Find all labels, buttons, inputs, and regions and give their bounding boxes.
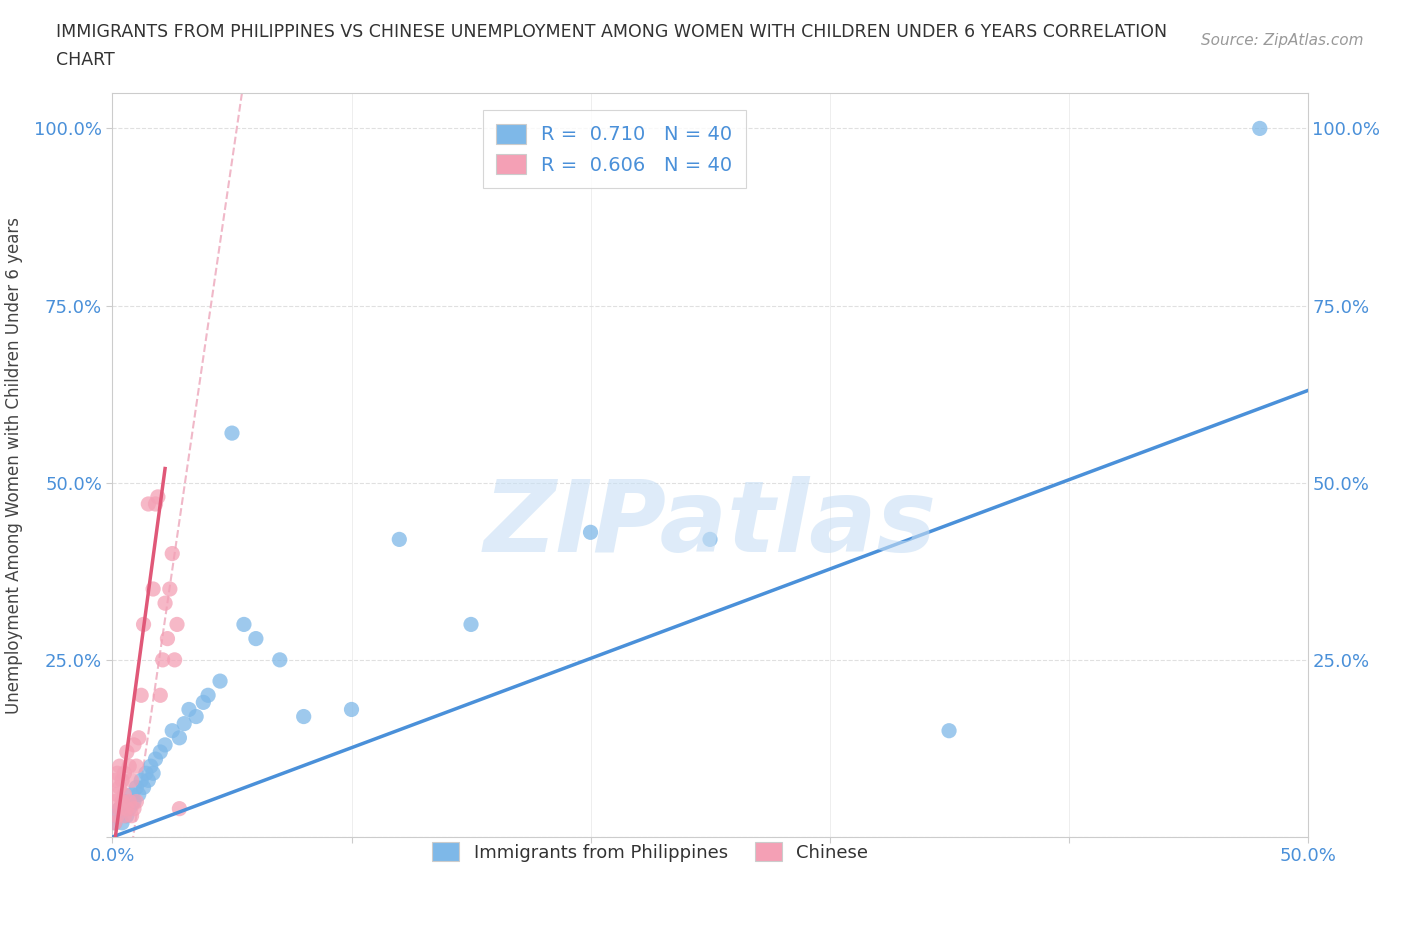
Point [104,794,127,809]
Point [121,808,143,823]
Text: ZIPatlas: ZIPatlas [484,476,936,573]
Point [149,745,172,760]
Point [111,773,134,788]
Point [118,759,141,774]
Point [209,673,232,688]
Y-axis label: Unemployment Among Women with Children Under 6 years: Unemployment Among Women with Children U… [6,217,22,713]
Point [153,596,176,611]
Point [156,631,179,646]
Point [111,794,134,809]
Point [460,617,482,631]
Point [121,787,143,802]
Point [125,780,148,795]
Point [138,773,160,788]
Point [169,730,191,745]
Point [132,780,155,795]
Point [166,617,188,631]
Point [104,816,127,830]
Point [108,802,131,817]
Point [115,802,138,817]
Point [105,765,128,780]
Point [245,631,267,646]
Point [159,581,181,596]
Point [128,787,150,802]
Point [129,773,152,788]
Point [142,765,165,780]
Point [177,702,200,717]
Point [129,688,152,703]
Point [139,759,162,774]
Point [162,724,183,738]
Point [149,688,172,703]
Point [579,525,602,539]
Point [145,751,167,766]
Point [125,794,148,809]
Point [115,745,138,760]
Point [1249,121,1271,136]
Point [197,688,219,703]
Point [221,426,243,441]
Point [118,794,141,809]
Point [135,765,157,780]
Point [186,709,208,724]
Point [121,773,143,788]
Point [173,716,195,731]
Point [340,702,363,717]
Point [122,802,145,817]
Point [122,794,145,809]
Point [269,653,291,668]
Point [108,759,131,774]
Point [292,709,315,724]
Point [142,581,165,596]
Point [938,724,960,738]
Text: Source: ZipAtlas.com: Source: ZipAtlas.com [1201,33,1364,47]
Point [118,802,141,817]
Point [115,808,138,823]
Point [388,532,411,547]
Point [163,653,186,668]
Point [104,816,127,830]
Text: CHART: CHART [56,51,115,69]
Point [108,802,131,817]
Point [114,765,135,780]
Point [146,489,169,504]
Point [114,787,135,802]
Point [169,802,191,817]
Point [145,497,167,512]
Point [105,808,128,823]
Point [105,808,128,823]
Point [108,780,131,795]
Point [105,787,128,802]
Point [193,695,215,710]
Point [162,546,183,561]
Point [132,617,155,631]
Point [233,617,256,631]
Point [122,737,145,752]
Point [128,730,150,745]
Point [152,653,174,668]
Point [104,773,127,788]
Point [699,532,721,547]
Legend: Immigrants from Philippines, Chinese: Immigrants from Philippines, Chinese [422,831,879,872]
Point [125,759,148,774]
Text: IMMIGRANTS FROM PHILIPPINES VS CHINESE UNEMPLOYMENT AMONG WOMEN WITH CHILDREN UN: IMMIGRANTS FROM PHILIPPINES VS CHINESE U… [56,23,1167,41]
Point [114,794,135,809]
Point [138,497,160,512]
Point [114,808,135,823]
Point [153,737,176,752]
Point [111,816,134,830]
